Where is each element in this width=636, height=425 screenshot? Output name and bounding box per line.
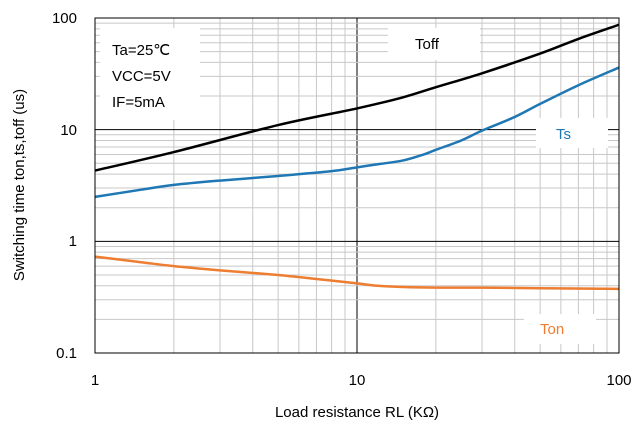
series-label-ts: Ts xyxy=(556,126,571,143)
condition-vcc: VCC=5V xyxy=(112,68,171,85)
x-tick-label-10: 10 xyxy=(349,372,366,389)
y-tick-label-0.1: 0.1 xyxy=(56,345,77,362)
x-axis-label: Load resistance RL (KΩ) xyxy=(275,404,439,421)
x-tick-label-100: 100 xyxy=(606,372,631,389)
y-axis-label: Switching time ton,ts,toff (us) xyxy=(11,89,28,281)
plot-frame xyxy=(94,17,620,354)
series-label-ton: Ton xyxy=(540,321,564,338)
series-line-toff xyxy=(94,23,620,172)
x-tick-label-1: 1 xyxy=(91,372,99,389)
y-tick-label-100: 100 xyxy=(52,10,77,27)
series-lines xyxy=(94,23,620,291)
y-tick-label-10: 10 xyxy=(60,122,77,139)
ton-label-box xyxy=(524,314,596,344)
series-line-ton xyxy=(94,255,620,291)
conditions-box xyxy=(100,28,200,120)
toff-label-box xyxy=(388,28,480,60)
condition-temperature: Ta=25℃ xyxy=(112,42,170,59)
series-line-ts xyxy=(94,66,620,199)
series-label-toff: Toff xyxy=(415,36,440,53)
condition-if: IF=5mA xyxy=(112,94,165,111)
grid xyxy=(95,18,619,353)
y-tick-label-1: 1 xyxy=(69,233,77,250)
ts-label-box xyxy=(536,118,608,148)
